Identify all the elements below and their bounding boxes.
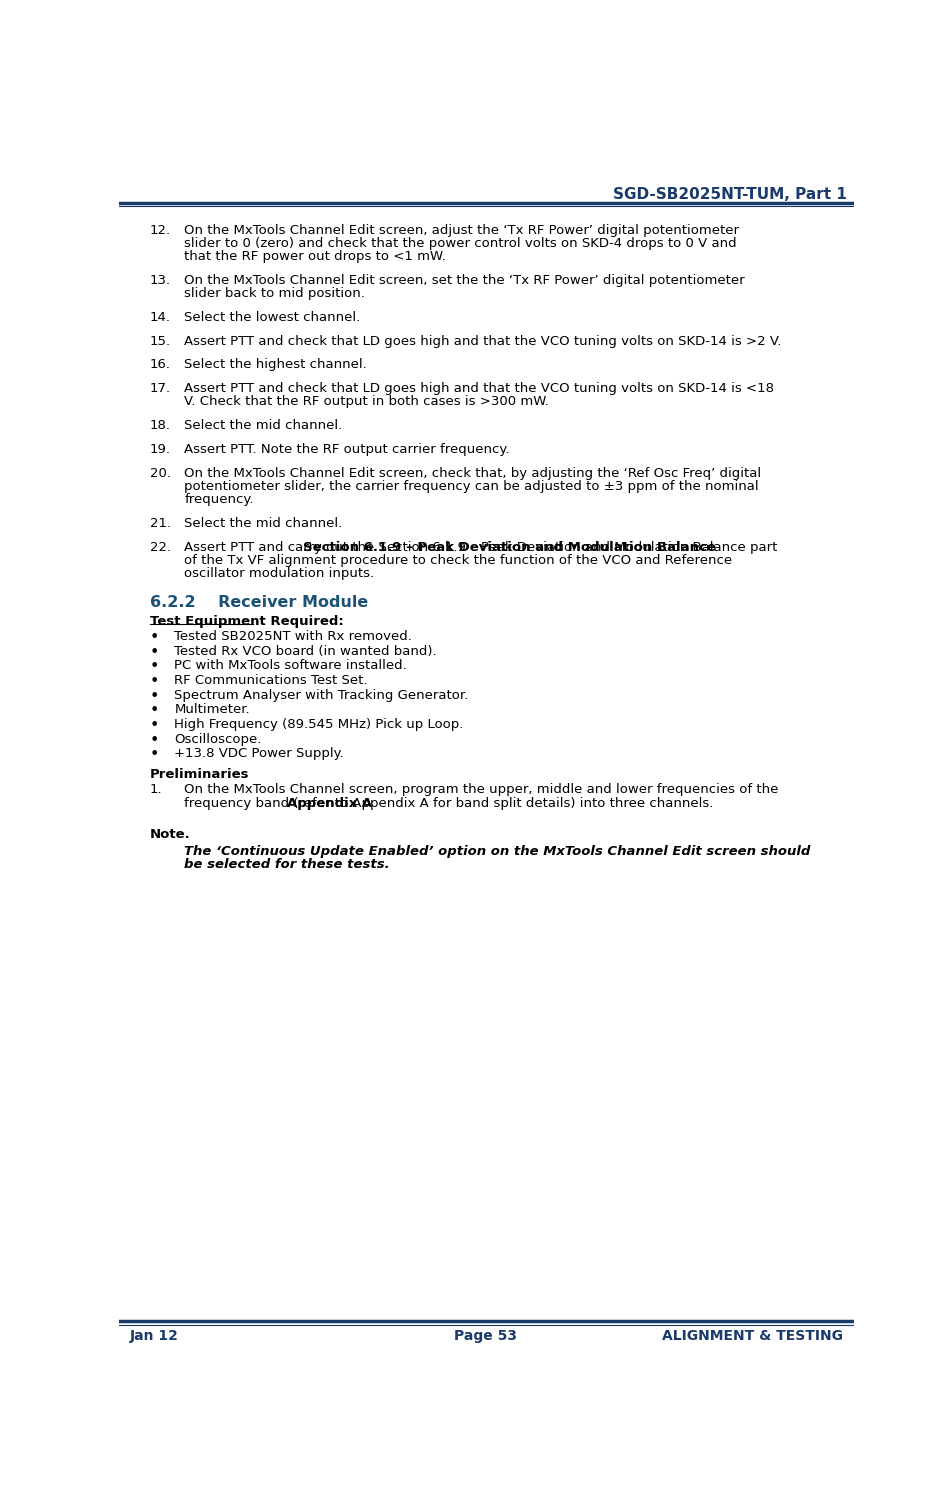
Text: +13.8 VDC Power Supply.: +13.8 VDC Power Supply. <box>175 748 344 760</box>
Text: Preliminaries: Preliminaries <box>150 768 250 781</box>
Text: V. Check that the RF output in both cases is >300 mW.: V. Check that the RF output in both case… <box>184 396 549 408</box>
Text: •: • <box>150 689 159 704</box>
Text: On the MxTools Channel Edit screen, check that, by adjusting the ‘Ref Osc Freq’ : On the MxTools Channel Edit screen, chec… <box>184 467 762 480</box>
Text: Select the lowest channel.: Select the lowest channel. <box>184 311 361 323</box>
Text: slider back to mid position.: slider back to mid position. <box>184 287 365 299</box>
Text: Select the highest channel.: Select the highest channel. <box>184 358 367 372</box>
Text: potentiometer slider, the carrier frequency can be adjusted to ±3 ppm of the nom: potentiometer slider, the carrier freque… <box>184 480 759 493</box>
Text: 20.: 20. <box>150 467 171 480</box>
Text: Jan 12: Jan 12 <box>130 1328 179 1343</box>
Text: The ‘Continuous Update Enabled’ option on the MxTools Channel Edit screen should: The ‘Continuous Update Enabled’ option o… <box>184 845 810 858</box>
Text: 13.: 13. <box>150 273 171 287</box>
Text: •: • <box>150 630 159 645</box>
Text: 15.: 15. <box>150 334 171 348</box>
Text: Page 53: Page 53 <box>455 1328 517 1343</box>
Text: frequency.: frequency. <box>184 493 254 506</box>
Text: Select the mid channel.: Select the mid channel. <box>184 419 343 432</box>
Text: Test Equipment Required:: Test Equipment Required: <box>150 615 344 629</box>
Text: 14.: 14. <box>150 311 171 323</box>
Text: •: • <box>150 674 159 689</box>
Text: On the MxTools Channel Edit screen, adjust the ‘Tx RF Power’ digital potentiomet: On the MxTools Channel Edit screen, adju… <box>184 224 739 237</box>
Text: Assert PTT. Note the RF output carrier frequency.: Assert PTT. Note the RF output carrier f… <box>184 443 510 456</box>
Text: SGD-SB2025NT-TUM, Part 1: SGD-SB2025NT-TUM, Part 1 <box>613 187 847 202</box>
Text: Assert PTT and carry out the Section 6.1.9 – Peak Deviation and Modulation Balan: Assert PTT and carry out the Section 6.1… <box>184 541 778 555</box>
Text: Appendix A: Appendix A <box>287 796 372 810</box>
Text: 22.: 22. <box>150 541 171 555</box>
Text: Spectrum Analyser with Tracking Generator.: Spectrum Analyser with Tracking Generato… <box>175 689 469 701</box>
Text: Tested SB2025NT with Rx removed.: Tested SB2025NT with Rx removed. <box>175 630 412 644</box>
Text: 21.: 21. <box>150 517 171 530</box>
Text: •: • <box>150 645 159 660</box>
Text: 6.2.2    Receiver Module: 6.2.2 Receiver Module <box>150 595 368 610</box>
Text: that the RF power out drops to <1 mW.: that the RF power out drops to <1 mW. <box>184 249 446 263</box>
Text: 19.: 19. <box>150 443 171 456</box>
Text: •: • <box>150 659 159 674</box>
Text: High Frequency (89.545 MHz) Pick up Loop.: High Frequency (89.545 MHz) Pick up Loop… <box>175 718 464 731</box>
Text: •: • <box>150 718 159 733</box>
Text: Note.: Note. <box>150 828 191 842</box>
Text: slider to 0 (zero) and check that the power control volts on SKD-4 drops to 0 V : slider to 0 (zero) and check that the po… <box>184 237 737 249</box>
Text: Assert PTT and check that LD goes high and that the VCO tuning volts on SKD-14 i: Assert PTT and check that LD goes high a… <box>184 382 774 396</box>
Text: •: • <box>150 733 159 748</box>
Text: 17.: 17. <box>150 382 171 396</box>
Text: 12.: 12. <box>150 224 171 237</box>
Text: •: • <box>150 704 159 718</box>
Text: RF Communications Test Set.: RF Communications Test Set. <box>175 674 368 688</box>
Text: of the Tx VF alignment procedure to check the function of the VCO and Reference: of the Tx VF alignment procedure to chec… <box>184 555 733 567</box>
Text: On the MxTools Channel screen, program the upper, middle and lower frequencies o: On the MxTools Channel screen, program t… <box>184 784 779 796</box>
Text: 16.: 16. <box>150 358 171 372</box>
Text: Section 6.1.9 – Peak Deviation and Modulation Balance: Section 6.1.9 – Peak Deviation and Modul… <box>303 541 716 555</box>
Text: PC with MxTools software installed.: PC with MxTools software installed. <box>175 659 407 672</box>
Text: Oscilloscope.: Oscilloscope. <box>175 733 262 745</box>
Text: •: • <box>150 748 159 762</box>
Text: Assert PTT and check that LD goes high and that the VCO tuning volts on SKD-14 i: Assert PTT and check that LD goes high a… <box>184 334 782 348</box>
Text: frequency band (refer to Appendix A for band split details) into three channels.: frequency band (refer to Appendix A for … <box>184 796 714 810</box>
Text: Multimeter.: Multimeter. <box>175 704 250 716</box>
Text: be selected for these tests.: be selected for these tests. <box>184 858 390 872</box>
Text: 18.: 18. <box>150 419 171 432</box>
Text: 1.: 1. <box>150 784 162 796</box>
Text: Select the mid channel.: Select the mid channel. <box>184 517 343 530</box>
Text: ALIGNMENT & TESTING: ALIGNMENT & TESTING <box>662 1328 844 1343</box>
Text: Tested Rx VCO board (in wanted band).: Tested Rx VCO board (in wanted band). <box>175 645 437 657</box>
Text: On the MxTools Channel Edit screen, set the the ‘Tx RF Power’ digital potentiome: On the MxTools Channel Edit screen, set … <box>184 273 745 287</box>
Text: oscillator modulation inputs.: oscillator modulation inputs. <box>184 567 375 580</box>
